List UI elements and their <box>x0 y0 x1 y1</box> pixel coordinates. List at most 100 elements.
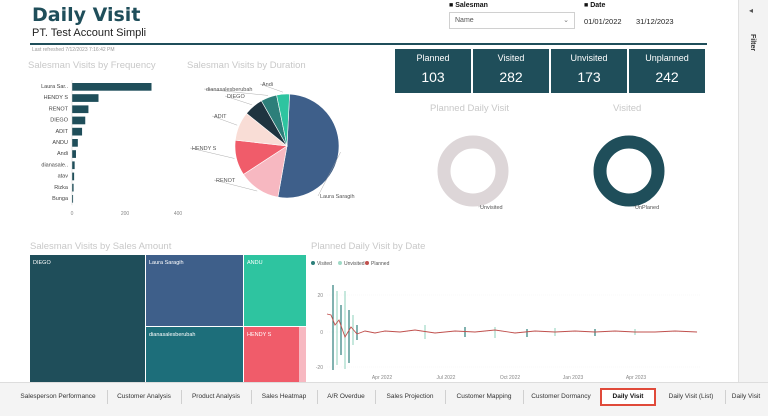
x-tick-label: Oct 2022 <box>500 375 521 381</box>
tab-separator <box>107 390 108 404</box>
card-planned[interactable]: Planned 103 <box>395 49 471 93</box>
bar-label: Rizka <box>54 185 69 191</box>
bar <box>72 116 86 125</box>
treemap-tile <box>146 255 243 326</box>
treemap-label: Laura Saragih <box>149 260 184 266</box>
card-visited[interactable]: Visited 282 <box>473 49 549 93</box>
filter-pane-label[interactable]: Filter <box>749 34 756 52</box>
legend-marker <box>311 261 315 265</box>
tab-separator <box>445 390 446 404</box>
date-end-input[interactable]: 31/12/2023 <box>636 17 674 26</box>
legend-label: Unvisited <box>344 261 365 267</box>
pie-leader-line <box>203 88 269 96</box>
bar-label: DIEGO <box>50 118 68 124</box>
x-tick-label: Jul 2022 <box>437 375 456 381</box>
pie-leader-line <box>211 115 238 126</box>
pie-leader-line <box>224 95 253 106</box>
slicer-square-icon: ■ <box>584 2 591 9</box>
bar-label: Laura Sar.. <box>41 84 68 90</box>
pie-label: RENOT <box>216 178 236 184</box>
treemap-label: dianasalesberubah <box>149 332 195 338</box>
salesman-dropdown[interactable]: Name ⌄ <box>449 12 575 29</box>
pie-label: Laura Saragih <box>320 194 355 200</box>
visited-title: Visited <box>613 103 642 114</box>
date-line-chart[interactable]: Visited Unvisited Planned 20 0 -20 Apr 2022 Jul… <box>305 255 707 383</box>
bar <box>72 195 74 203</box>
legend-label: Visited <box>317 261 332 267</box>
y-tick-label: 20 <box>317 293 323 299</box>
x-tick-label: Apr 2022 <box>372 375 393 381</box>
tab-product-analysis[interactable]: Product Analysis <box>191 393 241 400</box>
pie-label: HENDY S <box>192 146 217 152</box>
donut-leader-line <box>632 205 640 208</box>
amount-treemap[interactable]: DIEGO Laura Saragih dianasalesberubah ANDU H… <box>30 255 306 383</box>
x-tick-label: 400 <box>174 211 183 217</box>
card-value: 173 <box>577 69 601 85</box>
date-slicer-label: ■ Date <box>584 2 606 9</box>
pie-label: dianasalesberubah <box>206 87 252 93</box>
frequency-bar-chart[interactable]: Laura Sar.. HENDY S RENOT DIEGO ADIT ANDU Andi… <box>0 72 190 234</box>
x-tick-label: Apr 2023 <box>626 375 647 381</box>
duration-pie-chart[interactable]: Laura Saragih RENOT HENDY S ADIT DIEGOdianas… <box>180 74 390 234</box>
x-tick-label: 0 <box>71 211 74 217</box>
date-start-input[interactable]: 01/01/2022 <box>584 17 622 26</box>
donut-leader-line <box>477 205 484 208</box>
collapse-icon[interactable]: ◂ <box>749 6 754 15</box>
bar <box>72 94 99 102</box>
tab-sales-projection[interactable]: Sales Projection <box>386 393 434 400</box>
tab-separator <box>181 390 182 404</box>
pie-label: Andi <box>262 82 273 88</box>
pie-label: ADIT <box>214 114 227 120</box>
card-label: Planned <box>416 53 450 63</box>
visited-donut-chart[interactable]: UnPlaned <box>585 118 695 218</box>
tab-separator <box>725 390 726 404</box>
bar-label: Andi <box>57 151 68 157</box>
tab-customer-dormancy[interactable]: Customer Dormancy <box>531 393 591 400</box>
legend-marker <box>365 261 369 265</box>
bar-label: ADIT <box>55 129 68 135</box>
tab-separator <box>375 390 376 404</box>
tab-daily-visit[interactable]: Daily Visit <box>600 388 656 406</box>
donut-ring <box>593 135 665 207</box>
planned-daily-title: Planned Daily Visit <box>430 103 510 114</box>
tab-sales-heatmap[interactable]: Sales Heatmap <box>261 393 307 400</box>
chevron-down-icon: ⌄ <box>563 17 569 24</box>
date-chart-title: Planned Daily Visit by Date <box>311 241 426 252</box>
slicer-square-icon: ■ <box>449 2 456 9</box>
bar <box>72 139 78 147</box>
bar <box>72 172 75 181</box>
bar-label: atav <box>58 174 69 180</box>
tab-daily-visit[interactable]: Daily Visit <box>731 393 761 400</box>
treemap-tile <box>244 255 306 326</box>
donut-label: UnPlaned <box>635 205 659 211</box>
card-unplanned[interactable]: Unplanned 242 <box>629 49 705 93</box>
report-canvas: Daily Visit PT. Test Account Simpli Last… <box>0 2 707 383</box>
tab-customer-mapping[interactable]: Customer Mapping <box>456 393 512 400</box>
pie-leader-line <box>189 147 235 159</box>
amount-chart-title: Salesman Visits by Sales Amount <box>30 241 172 252</box>
donut-ring <box>437 135 509 207</box>
card-unvisited[interactable]: Unvisited 173 <box>551 49 627 93</box>
bar-label: ANDU <box>52 140 68 146</box>
treemap-tile <box>244 327 299 383</box>
salesman-dropdown-value: Name <box>455 17 474 24</box>
legend-label: Planned <box>371 261 390 267</box>
tab-salesperson-performance[interactable]: Salesperson Performance <box>20 393 96 400</box>
bar-label: HENDY S <box>44 95 69 101</box>
planned-donut-chart[interactable]: Unvisited <box>420 118 530 218</box>
card-label: Visited <box>497 53 525 63</box>
tab-daily-visit-list-[interactable]: Daily Visit (List) <box>668 393 714 400</box>
bar-label: Bunga <box>52 196 69 202</box>
bar <box>72 105 89 114</box>
tab-customer-analysis[interactable]: Customer Analysis <box>117 393 171 400</box>
treemap-tile <box>30 255 145 383</box>
tab-separator <box>251 390 252 404</box>
pie-slice <box>276 93 290 147</box>
bar <box>72 127 83 136</box>
page-subtitle: PT. Test Account Simpli <box>32 27 147 39</box>
tab-a-r-overdue[interactable]: A/R Overdue <box>327 393 365 400</box>
tab-separator <box>317 390 318 404</box>
header-divider <box>30 43 707 45</box>
filter-pane[interactable] <box>738 0 768 382</box>
